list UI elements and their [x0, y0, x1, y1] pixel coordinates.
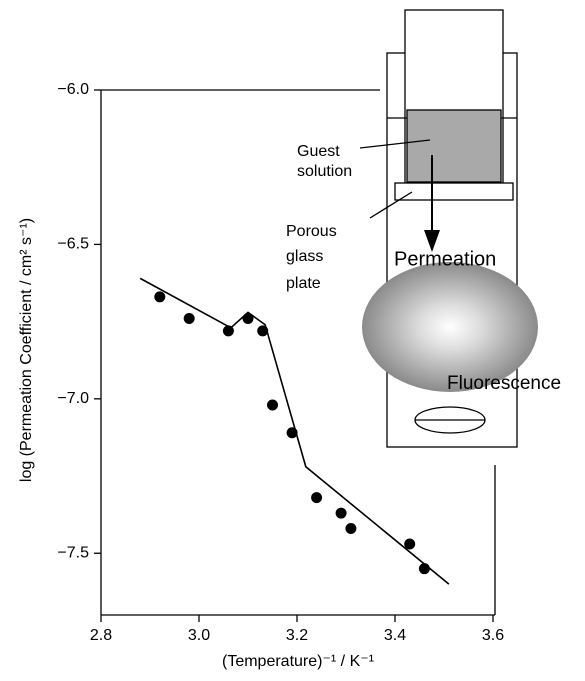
fluorescence-label: Fluorescence [447, 373, 561, 394]
data-point [257, 325, 269, 337]
y-tick-label: −6.5 [57, 236, 89, 253]
x-tick-label: 3.2 [286, 627, 308, 644]
inset-diagram: Guest solution Porous glass plate Permea… [286, 9, 561, 448]
x-tick-label: 3.4 [384, 627, 406, 644]
data-point [404, 538, 416, 550]
data-point [286, 427, 298, 439]
y-tick-label: −7.5 [57, 544, 89, 561]
axes-frame [100, 89, 496, 616]
x-axis-label: (Temperature)⁻¹ / K⁻¹ [222, 653, 374, 670]
plate-label: glass [286, 248, 323, 265]
data-point [154, 291, 166, 303]
y-axis-label: log (Permeation Coefficient / cm² s⁻¹) [18, 218, 35, 482]
data-point [222, 325, 234, 337]
data-point [418, 563, 430, 575]
data-point [183, 313, 195, 325]
data-point [335, 507, 347, 519]
guest-label: solution [297, 163, 352, 180]
data-point [267, 399, 278, 411]
fit-line [139, 277, 450, 585]
x-tick-label: 3.6 [482, 627, 504, 644]
y-tick-label: −6.0 [57, 81, 89, 98]
data-point [345, 523, 357, 535]
plate-label: plate [286, 275, 321, 292]
x-tick-label: 3.0 [188, 627, 210, 644]
data-point [311, 492, 323, 504]
data-point [242, 313, 254, 325]
permeation-label: Permeation [394, 248, 496, 270]
x-tick-label: 2.8 [90, 627, 112, 644]
plate-label: Porous [286, 223, 337, 240]
y-tick-label: −7.0 [57, 390, 89, 407]
guest-label: Guest [297, 143, 340, 160]
